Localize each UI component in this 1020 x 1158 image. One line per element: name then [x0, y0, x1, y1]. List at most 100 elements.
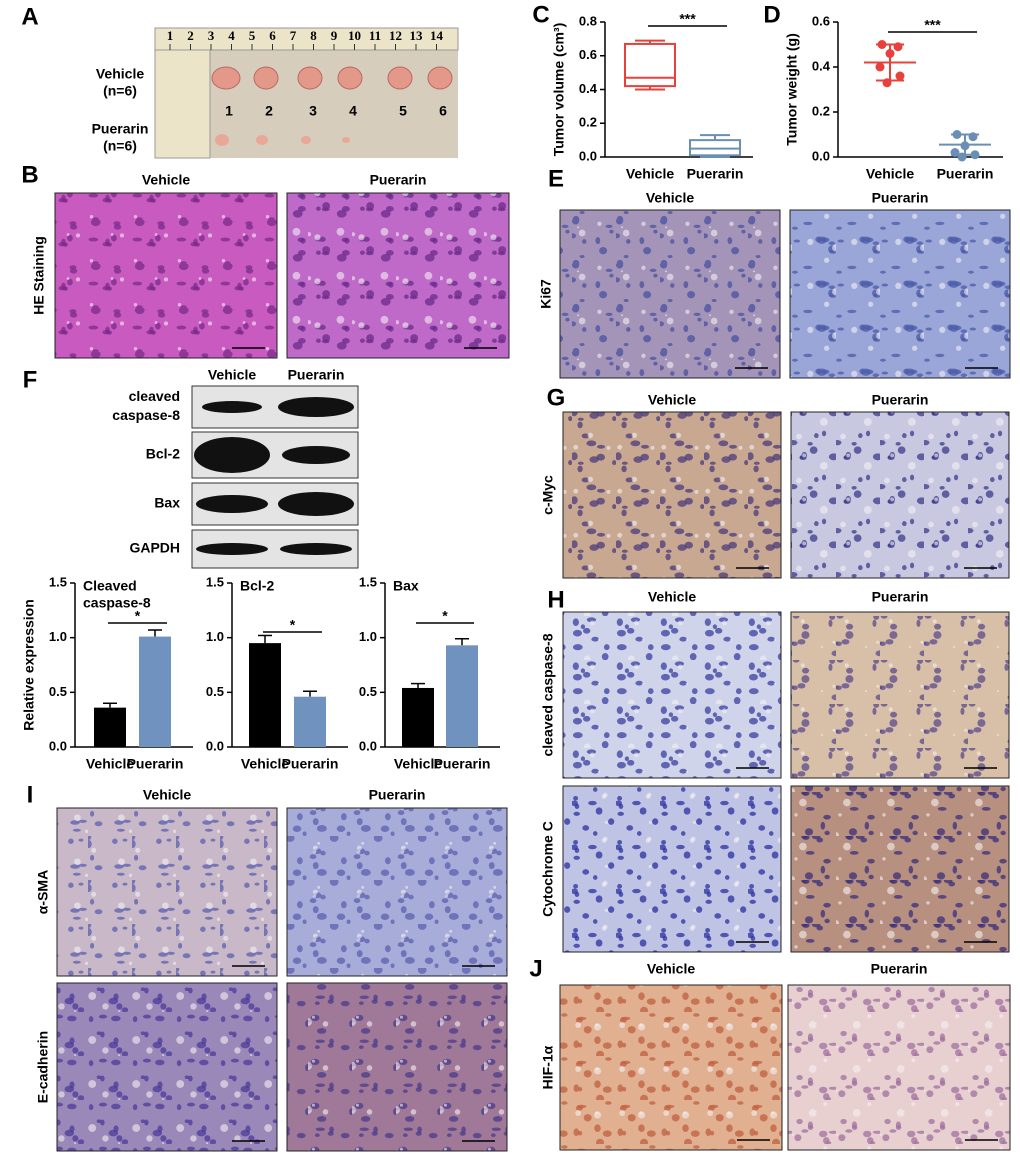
ruler-number: 2: [187, 28, 194, 43]
tumor: [215, 134, 229, 146]
y-tick-label: 0.0: [49, 738, 67, 753]
y-tick-label: 0.0: [206, 738, 224, 753]
band: [194, 437, 270, 473]
y-tick-label: 1.5: [206, 574, 224, 589]
column-label: Puerarin: [370, 172, 427, 188]
tumor-number: 1: [225, 103, 233, 119]
column-label: Vehicle: [648, 392, 696, 408]
tumor: [297, 66, 323, 90]
row-label: α-SMA: [35, 870, 51, 914]
panel-letter: F: [23, 366, 38, 393]
bar: [294, 696, 326, 747]
band: [280, 543, 352, 555]
bar: [139, 636, 171, 747]
y-axis-label: Tumor weight (g): [784, 33, 800, 146]
significance: *: [135, 608, 141, 624]
blot-label: Bax: [154, 495, 180, 511]
micrograph: [54, 192, 278, 359]
y-tick-label: 1.5: [49, 574, 67, 589]
ruler-number: 1: [167, 28, 174, 43]
chart-title: Cleaved: [83, 578, 137, 594]
tumor-number: 2: [265, 103, 273, 119]
tumor: [256, 135, 268, 145]
tumor: [301, 136, 311, 144]
panel-letter: J: [529, 955, 542, 982]
y-tick-label: 0.4: [579, 81, 598, 96]
ruler-number: 3: [208, 28, 215, 43]
x-tick-label: Vehicle: [866, 166, 914, 182]
band: [278, 397, 354, 417]
row-label: Ki67: [538, 279, 554, 309]
panel-letter: B: [21, 161, 38, 188]
column-label: Puerarin: [871, 961, 928, 977]
column-label: Puerarin: [872, 589, 929, 605]
point: [877, 40, 887, 49]
band: [202, 401, 262, 413]
significance: *: [442, 608, 448, 624]
chart-title: caspase-8: [83, 595, 151, 611]
y-axis-label: Relative expression: [21, 599, 37, 731]
band: [196, 495, 268, 513]
y-tick-label: 0.8: [579, 13, 597, 28]
panel-letter: H: [547, 586, 564, 613]
tumor-number: 5: [399, 103, 407, 119]
panel-letter: C: [532, 1, 549, 28]
micrograph: [562, 785, 782, 953]
y-tick-label: 0.0: [579, 148, 597, 163]
ruler-number: 12: [389, 28, 402, 43]
blot-label: GAPDH: [129, 540, 180, 556]
panel-letter: A: [21, 3, 38, 30]
tumor: [342, 137, 350, 143]
significance: *: [290, 617, 296, 633]
x-tick-label: Vehicle: [394, 756, 442, 772]
y-axis-label: Tumor volume (cm³): [551, 23, 567, 157]
point: [950, 148, 960, 157]
point: [895, 71, 905, 81]
point: [882, 78, 892, 88]
ruler-number: 11: [369, 28, 381, 43]
y-tick-label: 0.0: [812, 148, 830, 163]
y-tick-label: 1.5: [359, 574, 377, 589]
y-tick-label: 0.5: [206, 684, 224, 699]
y-tick-label: 1.0: [359, 629, 377, 644]
tumor-number: 4: [349, 103, 357, 119]
micrograph: [562, 411, 782, 579]
point: [970, 150, 980, 160]
bar: [249, 643, 281, 747]
lane-label: Puerarin: [288, 367, 345, 383]
band: [196, 543, 268, 555]
ruler-number: 10: [348, 28, 361, 43]
y-tick-label: 0.2: [812, 103, 830, 118]
panel-letter: I: [27, 781, 34, 808]
row-label: HIF-1α: [540, 1045, 556, 1089]
group-label: Vehicle: [96, 66, 144, 82]
ruler-number: 13: [410, 28, 424, 43]
x-tick-label: Vehicle: [626, 166, 674, 182]
tumor: [211, 66, 241, 90]
panel-letter: D: [763, 1, 780, 28]
micrograph: [562, 611, 782, 779]
point: [960, 141, 970, 151]
significance: ***: [679, 11, 696, 27]
point: [952, 130, 962, 139]
ruler-number: 9: [331, 28, 338, 43]
ruler-number: 8: [310, 28, 317, 43]
y-tick-label: 0.6: [579, 47, 597, 62]
bar: [402, 687, 434, 747]
lane-label: Vehicle: [208, 367, 256, 383]
chart-title: Bax: [393, 578, 419, 594]
ruler-number: 14: [430, 28, 444, 43]
tumor: [337, 66, 363, 90]
significance: ***: [924, 17, 941, 33]
column-label: Vehicle: [648, 589, 696, 605]
x-tick-label: Vehicle: [86, 756, 134, 772]
micrograph: [790, 411, 1010, 579]
bar: [446, 645, 478, 747]
blot-label: caspase-8: [112, 407, 180, 423]
x-tick-label: Puerarin: [127, 756, 184, 772]
x-tick-label: Puerarin: [937, 166, 994, 182]
micrograph: [789, 209, 1011, 379]
blot-label: cleaved: [129, 388, 180, 404]
y-tick-label: 0.5: [49, 684, 67, 699]
x-tick-label: Vehicle: [241, 756, 289, 772]
